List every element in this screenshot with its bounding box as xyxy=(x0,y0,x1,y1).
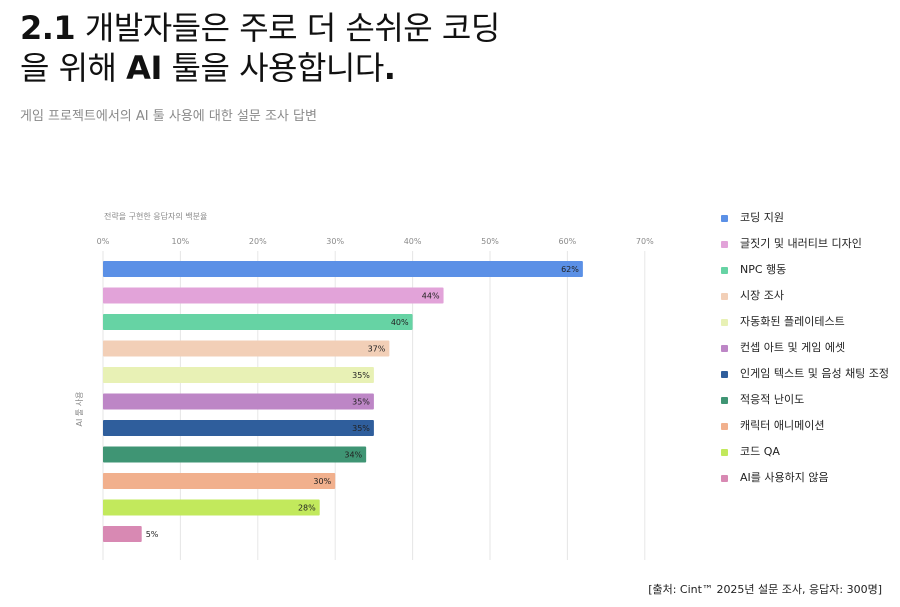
bar-value-label: 35% xyxy=(352,371,370,380)
legend-label: 시장 조사 xyxy=(740,289,784,302)
legend-item: AI를 사용하지 않음 xyxy=(718,470,893,486)
bar-value-label: 35% xyxy=(352,398,370,407)
bar xyxy=(103,340,390,357)
x-tick-label: 30% xyxy=(326,237,344,246)
x-tick-label: 0% xyxy=(97,237,110,246)
legend-label: 코딩 지원 xyxy=(740,211,784,224)
y-axis-title: AI 툴 사용 xyxy=(75,392,84,427)
legend-swatch xyxy=(721,215,728,222)
bar-value-label: 40% xyxy=(391,318,409,327)
bar xyxy=(103,420,374,436)
x-axis-ticks: 0% 10% 20% 30% 40% 50% 60% 70% xyxy=(97,237,654,246)
x-tick-label: 50% xyxy=(481,237,499,246)
legend-label: 인게임 텍스트 및 음성 채팅 조정 xyxy=(740,367,890,380)
legend-label: NPC 행동 xyxy=(740,263,787,276)
legend-item: 적응적 난이도 xyxy=(718,392,893,408)
legend-item: 자동화된 플레이테스트 xyxy=(718,314,893,330)
bar-value-label: 28% xyxy=(298,504,316,513)
title-period: . xyxy=(383,49,396,87)
legend-item: 시장 조사 xyxy=(718,288,893,304)
legend-label: 컨셉 아트 및 게임 에셋 xyxy=(740,341,846,354)
legend-swatch xyxy=(721,397,728,404)
x-tick-label: 20% xyxy=(249,237,267,246)
legend-label: 코드 QA xyxy=(740,445,780,458)
legend-swatch xyxy=(721,293,728,300)
title-line-1-text: 개발자들은 주로 더 손쉬운 코딩 xyxy=(84,9,500,47)
title-ai-word: AI xyxy=(126,49,162,87)
bar-value-label: 44% xyxy=(422,292,440,301)
bar xyxy=(103,473,336,489)
source-note: [출처: Cint™ 2025년 설문 조사, 응답자: 300명] xyxy=(648,583,882,596)
legend-item: 코드 QA xyxy=(718,444,893,460)
x-tick-label: 10% xyxy=(172,237,190,246)
legend-item: 인게임 텍스트 및 음성 채팅 조정 xyxy=(718,366,893,382)
x-tick-label: 70% xyxy=(636,237,654,246)
legend-swatch xyxy=(721,267,728,274)
legend-label: 캐릭터 애니메이션 xyxy=(740,419,825,432)
x-tick-label: 40% xyxy=(404,237,422,246)
title-line-1: 2.1 개발자들은 주로 더 손쉬운 코딩 xyxy=(20,9,500,47)
legend-label: AI를 사용하지 않음 xyxy=(740,471,829,484)
bar xyxy=(103,393,374,410)
legend-swatch xyxy=(721,319,728,326)
bar-value-label: 30% xyxy=(313,477,331,486)
title-line-2-a: 을 위해 xyxy=(20,49,117,87)
x-tick-label: 60% xyxy=(559,237,577,246)
title-line-2-b: 툴을 사용합니다 xyxy=(171,49,385,87)
bar xyxy=(103,367,374,383)
legend-swatch xyxy=(721,475,728,482)
legend-swatch xyxy=(721,449,728,456)
legend-item: 컨셉 아트 및 게임 에셋 xyxy=(718,340,893,356)
legend-label: 글짓기 및 내러티브 디자인 xyxy=(740,237,862,250)
legend-item: NPC 행동 xyxy=(718,262,893,278)
legend-item: 캐릭터 애니메이션 xyxy=(718,418,893,434)
bars xyxy=(103,261,583,542)
subtitle: 게임 프로젝트에서의 AI 툴 사용에 대한 설문 조사 답변 xyxy=(20,109,317,124)
bar-value-labels: 62% 44% 40% 37% 35% 35% 35% 34% 30% 28% 5% xyxy=(146,265,580,539)
title-line-2: 을 위해 AI 툴을 사용합니다. xyxy=(20,49,396,87)
bar xyxy=(103,526,142,542)
bar-value-label: 35% xyxy=(352,424,370,433)
bar xyxy=(103,314,413,330)
bar xyxy=(103,287,444,304)
page-title: 2.1 개발자들은 주로 더 손쉬운 코딩 을 위해 AI 툴을 사용합니다. xyxy=(20,8,500,88)
legend-swatch xyxy=(721,241,728,248)
legend-label: 적응적 난이도 xyxy=(740,393,805,406)
bar xyxy=(103,261,583,277)
legend-item: 글짓기 및 내러티브 디자인 xyxy=(718,236,893,252)
legend-item: 코딩 지원 xyxy=(718,210,893,226)
legend-swatch xyxy=(721,345,728,352)
bar xyxy=(103,499,320,516)
legend-swatch xyxy=(721,423,728,430)
section-number: 2.1 xyxy=(20,9,76,47)
bar-value-label: 5% xyxy=(146,530,159,539)
bar-value-label: 62% xyxy=(561,265,579,274)
bar-value-label: 34% xyxy=(344,451,362,460)
legend-label: 자동화된 플레이테스트 xyxy=(740,315,845,328)
bar xyxy=(103,446,367,463)
legend-swatch xyxy=(721,371,728,378)
bar-value-label: 37% xyxy=(368,345,386,354)
x-axis-title: 전략을 구현한 응답자의 백분율 xyxy=(104,211,207,221)
